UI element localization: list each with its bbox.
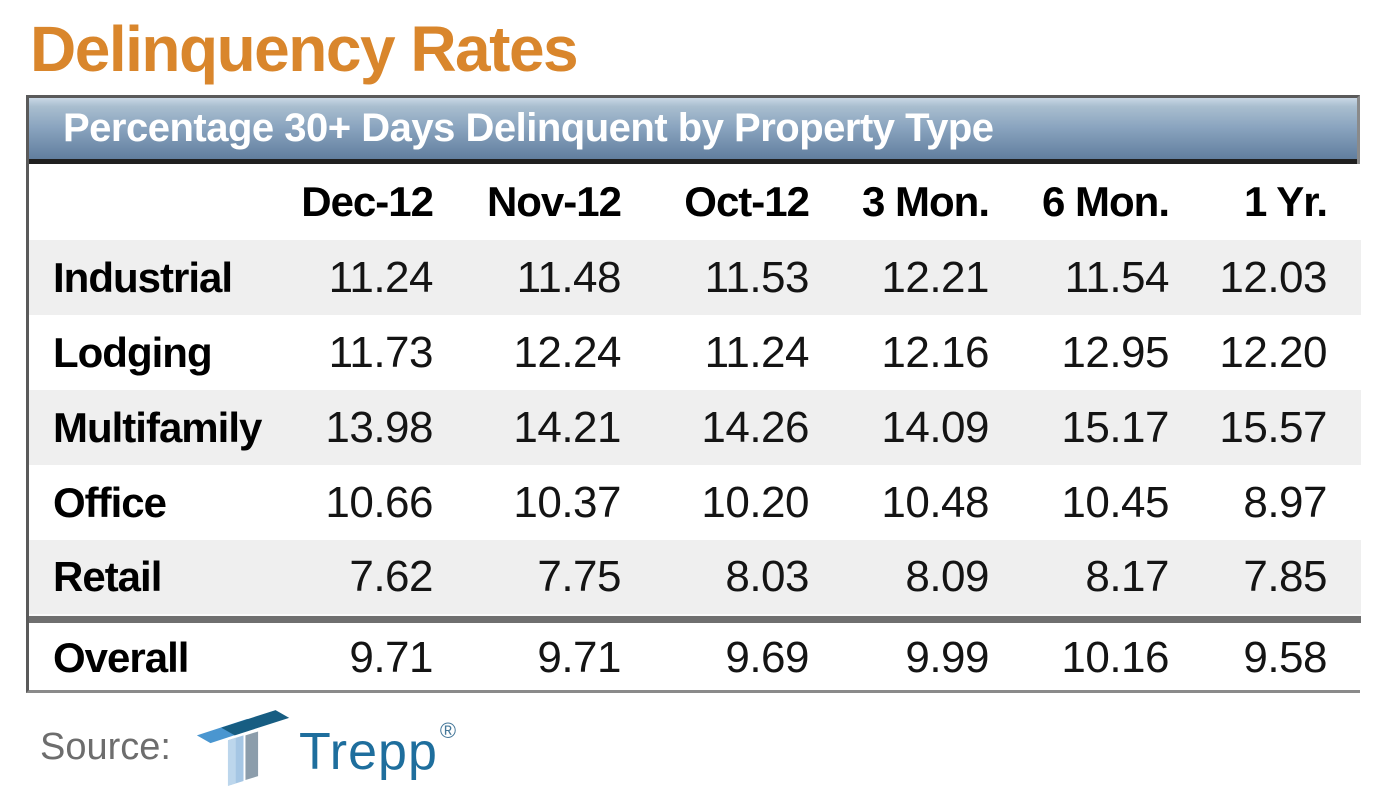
cell-value: 10.66 [325, 477, 433, 527]
source-label: Source: [40, 725, 171, 768]
cell-value: 11.54 [1064, 252, 1170, 302]
column-header-6mon: 6 Mon. [1023, 164, 1203, 241]
cell-value: 15.57 [1219, 402, 1327, 452]
page-title: Delinquency Rates [30, 13, 579, 85]
table-row-retail: Retail 7.62 7.75 8.03 8.09 8.17 7.85 [29, 540, 1361, 616]
cell-value: 9.71 [537, 632, 621, 682]
column-header-row: Dec-12 Nov-12 Oct-12 3 Mon. 6 Mon. 1 Yr. [29, 164, 1361, 241]
row-label: Multifamily [53, 403, 262, 451]
divider-bar [29, 614, 1361, 626]
cell-value: 12.20 [1219, 327, 1327, 377]
cell-value: 8.17 [1085, 552, 1169, 602]
cell-value: 14.09 [881, 402, 989, 452]
trepp-t-mark-icon [196, 710, 290, 787]
cell-value: 11.24 [704, 327, 810, 377]
cell-value: 12.16 [881, 327, 989, 377]
cell-value: 12.03 [1219, 252, 1327, 302]
cell-value: 7.85 [1243, 552, 1327, 602]
cell-value: 8.09 [905, 552, 989, 602]
rates-table: Dec-12 Nov-12 Oct-12 3 Mon. 6 Mon. 1 Yr.… [29, 164, 1361, 691]
column-header-1yr: 1 Yr. [1203, 164, 1361, 241]
cell-value: 7.62 [349, 552, 433, 602]
registered-trademark-symbol: ® [439, 718, 457, 744]
trepp-wordmark: Trepp [298, 723, 438, 782]
cell-value: 13.98 [325, 402, 433, 452]
table-row-lodging: Lodging 11.73 12.24 11.24 12.16 12.95 12… [29, 315, 1361, 391]
cell-value: 9.71 [349, 632, 433, 682]
table-caption-band: Percentage 30+ Days Delinquent by Proper… [29, 98, 1357, 165]
cell-value: 14.21 [513, 402, 621, 452]
cell-value: 10.16 [1061, 632, 1169, 682]
cell-value: 7.75 [537, 552, 621, 602]
cell-value: 15.17 [1061, 402, 1169, 452]
source-attribution: Source: Trepp ® [40, 705, 1388, 789]
column-header-nov12: Nov-12 [467, 164, 655, 241]
page: Delinquency Rates Percentage 30+ Days De… [0, 13, 1388, 810]
row-label: Industrial [53, 253, 233, 301]
cell-value: 10.20 [701, 477, 809, 527]
cell-value: 11.53 [704, 252, 810, 302]
cell-value: 9.58 [1243, 632, 1327, 682]
table-row-overall: Overall 9.71 9.71 9.69 9.99 10.16 9.58 [29, 624, 1361, 691]
column-header-3mon: 3 Mon. [843, 164, 1023, 241]
row-label: Office [53, 478, 167, 526]
cell-value: 10.48 [881, 477, 989, 527]
table-row-multifamily: Multifamily 13.98 14.21 14.26 14.09 15.1… [29, 390, 1361, 466]
cell-value: 11.48 [516, 252, 622, 302]
cell-value: 12.95 [1061, 327, 1169, 377]
column-header-oct12: Oct-12 [655, 164, 843, 241]
cell-value: 8.97 [1243, 477, 1327, 527]
trepp-logo: Trepp ® [193, 706, 457, 788]
cell-value: 11.24 [328, 252, 434, 302]
column-header-dec12: Dec-12 [279, 164, 467, 241]
row-label: Retail [53, 553, 162, 601]
overall-divider [29, 614, 1361, 626]
cell-value: 14.26 [701, 402, 809, 452]
cell-value: 8.03 [725, 552, 809, 602]
cell-value: 12.21 [881, 252, 989, 302]
cell-value: 12.24 [513, 327, 621, 377]
table-row-industrial: Industrial 11.24 11.48 11.53 12.21 11.54… [29, 240, 1361, 316]
cell-value: 11.73 [328, 327, 434, 377]
table-row-office: Office 10.66 10.37 10.20 10.48 10.45 8.9… [29, 465, 1361, 541]
delinquency-table: Percentage 30+ Days Delinquent by Proper… [26, 95, 1361, 694]
table-caption: Percentage 30+ Days Delinquent by Proper… [63, 106, 994, 151]
corner-cell [29, 164, 279, 241]
cell-value: 9.99 [905, 632, 989, 682]
cell-value: 10.37 [513, 477, 621, 527]
row-label: Lodging [53, 328, 213, 376]
cell-value: 9.69 [725, 632, 809, 682]
cell-value: 10.45 [1061, 477, 1169, 527]
row-label: Overall [53, 633, 189, 681]
